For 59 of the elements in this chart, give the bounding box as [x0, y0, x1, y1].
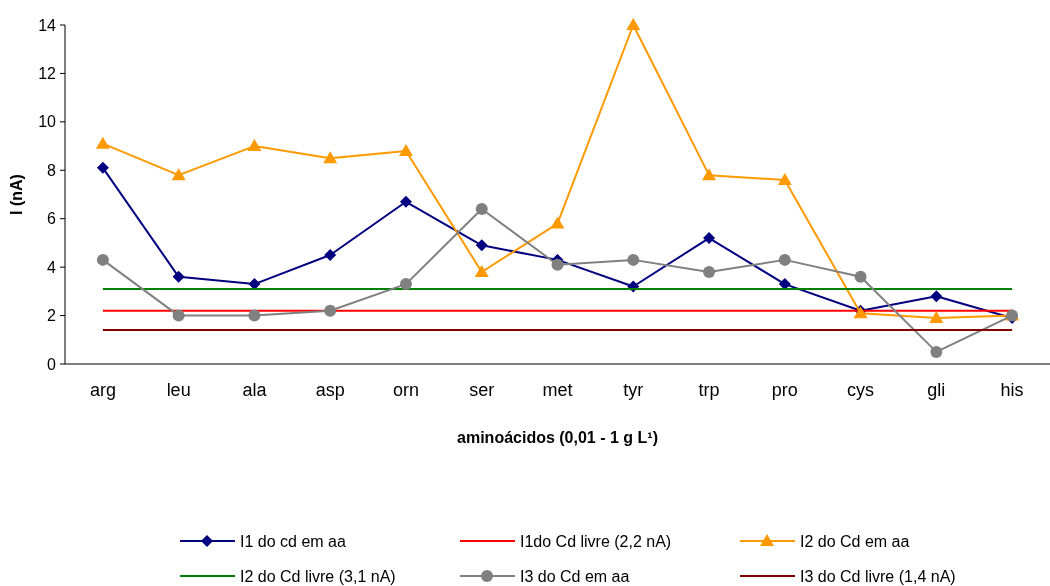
point — [248, 309, 261, 322]
point — [930, 290, 943, 303]
x-tick-label: ser — [469, 380, 495, 400]
point — [324, 249, 337, 262]
point — [95, 136, 110, 149]
x-tick-label: arg — [89, 380, 116, 400]
point — [702, 168, 717, 181]
point — [96, 253, 109, 266]
y-tick-label: 10 — [38, 113, 57, 131]
x-axis-title: aminoácidos (0,01 - 1 g L¹) — [457, 429, 658, 446]
point — [930, 345, 943, 358]
x-tick-label: gli — [927, 380, 946, 400]
point — [703, 232, 716, 245]
point — [398, 143, 413, 156]
point — [475, 203, 488, 216]
x-tick-label: leu — [166, 380, 191, 400]
y-tick-label: 6 — [47, 210, 57, 228]
x-tick-label: ala — [242, 380, 268, 400]
point — [399, 195, 412, 208]
point — [703, 265, 716, 278]
x-tick-label: pro — [771, 380, 798, 400]
x-tick-label: cys — [847, 380, 875, 400]
point — [324, 304, 337, 317]
y-tick-label: 4 — [47, 258, 57, 276]
point — [778, 253, 791, 266]
point — [247, 139, 262, 152]
legend-label: I3 do Cd livre (1,4 nA) — [800, 567, 956, 585]
point — [172, 270, 185, 283]
point — [474, 264, 489, 277]
y-tick-label: 2 — [47, 307, 57, 325]
x-tick-label: asp — [315, 380, 345, 400]
point — [323, 151, 338, 164]
legend-label: I2 do Cd em aa — [800, 532, 910, 550]
point — [172, 309, 185, 322]
point — [551, 258, 564, 271]
x-tick-label: orn — [392, 380, 419, 400]
legend-label: I1do Cd livre (2,2 nA) — [520, 532, 672, 550]
point — [626, 18, 641, 30]
y-tick-label: 14 — [38, 16, 57, 34]
x-tick-label: tyr — [623, 380, 644, 400]
point — [627, 253, 640, 266]
x-tick-label: met — [542, 380, 573, 400]
point — [96, 161, 109, 174]
point — [777, 172, 792, 185]
y-axis-title: I (nA) — [8, 174, 25, 215]
legend-label: I2 do Cd livre (3,1 nA) — [240, 567, 396, 585]
y-tick-label: 12 — [38, 65, 57, 83]
legend-label: I1 do cd em aa — [240, 532, 346, 550]
point — [171, 168, 186, 181]
x-tick-label: his — [1000, 380, 1024, 400]
y-tick-label: 0 — [47, 355, 57, 373]
point — [550, 216, 565, 229]
point — [854, 270, 867, 283]
legend-label: I3 do Cd em aa — [520, 567, 630, 585]
point — [475, 239, 488, 252]
point — [399, 278, 412, 291]
point — [929, 310, 944, 323]
y-tick-label: 8 — [47, 161, 57, 179]
x-tick-label: trp — [698, 380, 720, 400]
